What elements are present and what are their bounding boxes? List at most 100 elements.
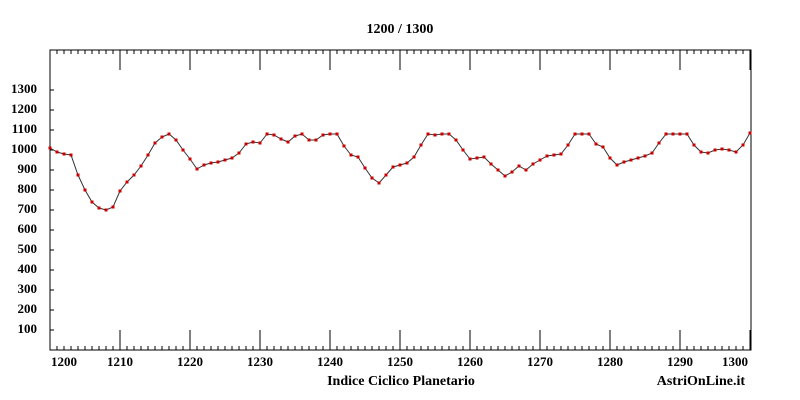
data-point xyxy=(636,156,640,160)
y-tick-label: 300 xyxy=(18,281,38,296)
x-tick-label: 1290 xyxy=(667,354,693,369)
data-point xyxy=(454,138,458,142)
data-point xyxy=(90,200,94,204)
data-point xyxy=(671,132,675,136)
chart-title: 1200 / 1300 xyxy=(367,22,434,37)
x-tick-label: 1220 xyxy=(177,354,203,369)
data-point xyxy=(370,176,374,180)
data-point xyxy=(664,132,668,136)
data-point xyxy=(412,155,416,159)
y-tick-label: 500 xyxy=(18,241,38,256)
y-tick-label: 400 xyxy=(18,261,38,276)
data-point xyxy=(181,148,185,152)
data-point xyxy=(342,144,346,148)
y-tick-label: 800 xyxy=(18,181,38,196)
data-point xyxy=(482,155,486,159)
data-point xyxy=(426,132,430,136)
data-point xyxy=(83,188,87,192)
x-tick-label: 1260 xyxy=(457,354,483,369)
data-point xyxy=(538,158,542,162)
data-point xyxy=(69,153,73,157)
data-point xyxy=(566,143,570,147)
data-point xyxy=(706,151,710,155)
data-point xyxy=(202,163,206,167)
data-point xyxy=(195,167,199,171)
data-point xyxy=(657,141,661,145)
data-point xyxy=(356,155,360,159)
data-point xyxy=(531,162,535,166)
x-tick-label: 1210 xyxy=(107,354,133,369)
data-point xyxy=(447,132,451,136)
data-point xyxy=(608,156,612,160)
x-tick-label: 1200 xyxy=(51,354,77,369)
data-point xyxy=(125,180,129,184)
y-tick-label: 1200 xyxy=(11,101,37,116)
data-point xyxy=(692,143,696,147)
data-point xyxy=(475,156,479,160)
data-point xyxy=(573,132,577,136)
y-tick-label: 1100 xyxy=(12,121,37,136)
data-point xyxy=(62,152,66,156)
data-point xyxy=(713,148,717,152)
data-point xyxy=(300,132,304,136)
data-point xyxy=(258,141,262,145)
data-point xyxy=(279,137,283,141)
data-point xyxy=(503,174,507,178)
data-point xyxy=(552,153,556,157)
watermark: AstriOnLine.it xyxy=(657,374,746,389)
data-point xyxy=(55,150,59,154)
data-point xyxy=(139,164,143,168)
data-point xyxy=(405,161,409,165)
data-point xyxy=(622,160,626,164)
data-point xyxy=(244,142,248,146)
x-axis-label: Indice Ciclico Planetario xyxy=(327,374,475,389)
data-point xyxy=(349,153,353,157)
x-tick-label: 1230 xyxy=(247,354,273,369)
data-line xyxy=(49,132,751,211)
data-point xyxy=(153,141,157,145)
data-point xyxy=(727,148,731,152)
x-tick-label: 1280 xyxy=(597,354,623,369)
data-point xyxy=(223,158,227,162)
data-point xyxy=(76,173,80,177)
data-point xyxy=(230,156,234,160)
data-point xyxy=(307,138,311,142)
data-point xyxy=(419,143,423,147)
data-point xyxy=(594,142,598,146)
data-point xyxy=(510,170,514,174)
data-point xyxy=(272,133,276,137)
x-tick-label: 1270 xyxy=(527,354,553,369)
data-point xyxy=(720,147,724,151)
data-point xyxy=(286,140,290,144)
data-point xyxy=(146,153,150,157)
y-tick-label: 100 xyxy=(18,321,38,336)
plot-frame xyxy=(49,49,752,351)
data-point xyxy=(314,138,318,142)
data-point xyxy=(496,168,500,172)
data-point xyxy=(293,134,297,138)
data-point xyxy=(48,146,52,150)
data-point xyxy=(188,157,192,161)
data-point xyxy=(398,163,402,167)
data-point xyxy=(251,140,255,144)
data-point xyxy=(321,133,325,137)
data-point xyxy=(545,154,549,158)
y-tick-label: 700 xyxy=(18,201,38,216)
x-tick-label: 1250 xyxy=(387,354,413,369)
data-point xyxy=(97,206,101,210)
data-point xyxy=(433,133,437,137)
y-tick-label: 1300 xyxy=(11,81,37,96)
data-point xyxy=(524,168,528,172)
data-point xyxy=(468,157,472,161)
data-point xyxy=(685,132,689,136)
data-point xyxy=(559,152,563,156)
data-point xyxy=(615,163,619,167)
data-point xyxy=(209,161,213,165)
data-point xyxy=(461,148,465,152)
y-tick-label: 200 xyxy=(18,301,38,316)
data-point xyxy=(377,181,381,185)
data-point xyxy=(328,132,332,136)
data-point xyxy=(517,164,521,168)
data-point xyxy=(650,151,654,155)
